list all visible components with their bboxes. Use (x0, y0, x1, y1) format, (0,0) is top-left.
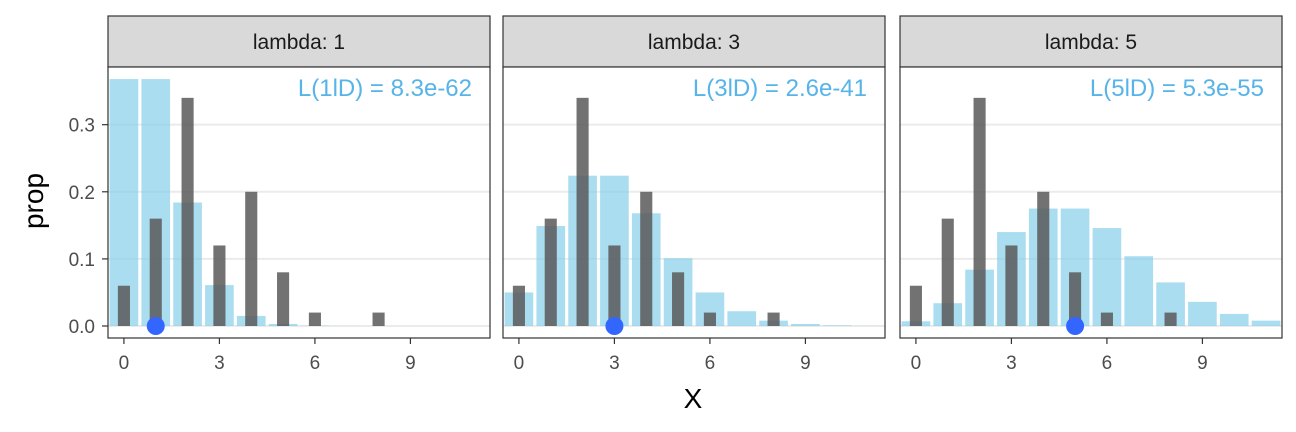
facet-strip (107, 15, 491, 68)
observed-bar (1037, 191, 1050, 326)
facet-panel: lambda: 3 L(3lD) = 2.6e-41 0 3 6 9 (502, 15, 886, 374)
x-tick-label: 6 (1102, 353, 1113, 374)
observed-bar (512, 285, 525, 326)
observed-bar (117, 285, 130, 326)
likelihood-annotation: L(5lD) = 5.3e-55 (1090, 75, 1264, 102)
x-tick-label: 3 (214, 353, 225, 374)
plot-area (900, 67, 1282, 338)
x-tick-label: 6 (310, 353, 321, 374)
poisson-bar (1188, 301, 1217, 326)
poisson-bar (822, 325, 852, 326)
panel-border (107, 66, 491, 339)
poisson-bar (109, 79, 139, 326)
facet-panel: lambda: 1 L(1lD) = 8.3e-62 0 3 6 9 (107, 15, 491, 374)
x-tick-label: 0 (911, 353, 922, 374)
poisson-bar (1092, 228, 1122, 326)
observed-bar (308, 312, 321, 326)
x-tick-label: 3 (1006, 353, 1017, 374)
observed-bar (608, 245, 621, 326)
x-tick-label: 0 (514, 353, 525, 374)
observed-bar (213, 245, 226, 326)
observed-bar (544, 218, 557, 326)
observed-bar (672, 272, 685, 326)
y-axis: 0.0 0.1 0.2 0.3 (69, 116, 108, 338)
lambda-point (1066, 317, 1085, 335)
lambda-point (605, 317, 624, 335)
facet-strip-label: lambda: 1 (253, 31, 345, 54)
observed-bar (277, 272, 290, 326)
plot-area (503, 67, 885, 338)
facet-strip (899, 15, 1283, 68)
facet-strip-label: lambda: 3 (648, 31, 740, 54)
observed-bar (941, 218, 954, 326)
observed-bar (909, 285, 922, 326)
observed-bar (149, 218, 162, 326)
x-tick-label: 6 (705, 353, 716, 374)
plot-area (108, 67, 490, 338)
observed-bar (245, 191, 258, 326)
facet-panels: lambda: 1 L(1lD) = 8.3e-62 0 3 6 9 lambda: 3 L(… (107, 15, 1283, 374)
x-tick-label: 9 (1197, 353, 1208, 374)
y-tick-label: 0.1 (69, 250, 95, 271)
x-tick-label: 9 (800, 353, 811, 374)
poisson-bar (727, 311, 757, 326)
x-tick-label: 9 (405, 353, 416, 374)
observed-bar (973, 97, 986, 326)
observed-bar (767, 312, 780, 326)
panel-border (899, 66, 1283, 339)
observed-bar (703, 312, 716, 326)
poisson-bar (1251, 320, 1281, 326)
y-axis-title: prop (18, 173, 49, 229)
facet-panel: lambda: 5 L(5lD) = 5.3e-55 0 3 6 9 (899, 15, 1283, 374)
x-tick-label: 3 (609, 353, 620, 374)
likelihood-annotation: L(1lD) = 8.3e-62 (298, 75, 472, 102)
observed-bar (576, 97, 589, 326)
poisson-bar (1124, 256, 1154, 326)
facet-strip-label: lambda: 5 (1045, 31, 1137, 54)
observed-bar (1164, 312, 1177, 326)
y-tick-label: 0.2 (69, 183, 95, 204)
y-tick-label: 0.0 (69, 317, 95, 338)
likelihood-annotation: L(3lD) = 2.6e-41 (693, 75, 867, 102)
x-axis-title: X (684, 383, 703, 414)
y-tick-label: 0.3 (69, 116, 95, 137)
observed-bar (1069, 272, 1082, 326)
lambda-point (146, 317, 165, 335)
observed-bar (372, 312, 385, 326)
x-tick-label: 0 (119, 353, 130, 374)
poisson-bar (1219, 313, 1249, 326)
observed-bar (181, 97, 194, 326)
observed-bar (1100, 312, 1113, 326)
observed-bar (640, 191, 653, 326)
panel-border (502, 66, 886, 339)
observed-bar (1005, 245, 1018, 326)
poisson-bar (791, 323, 820, 326)
